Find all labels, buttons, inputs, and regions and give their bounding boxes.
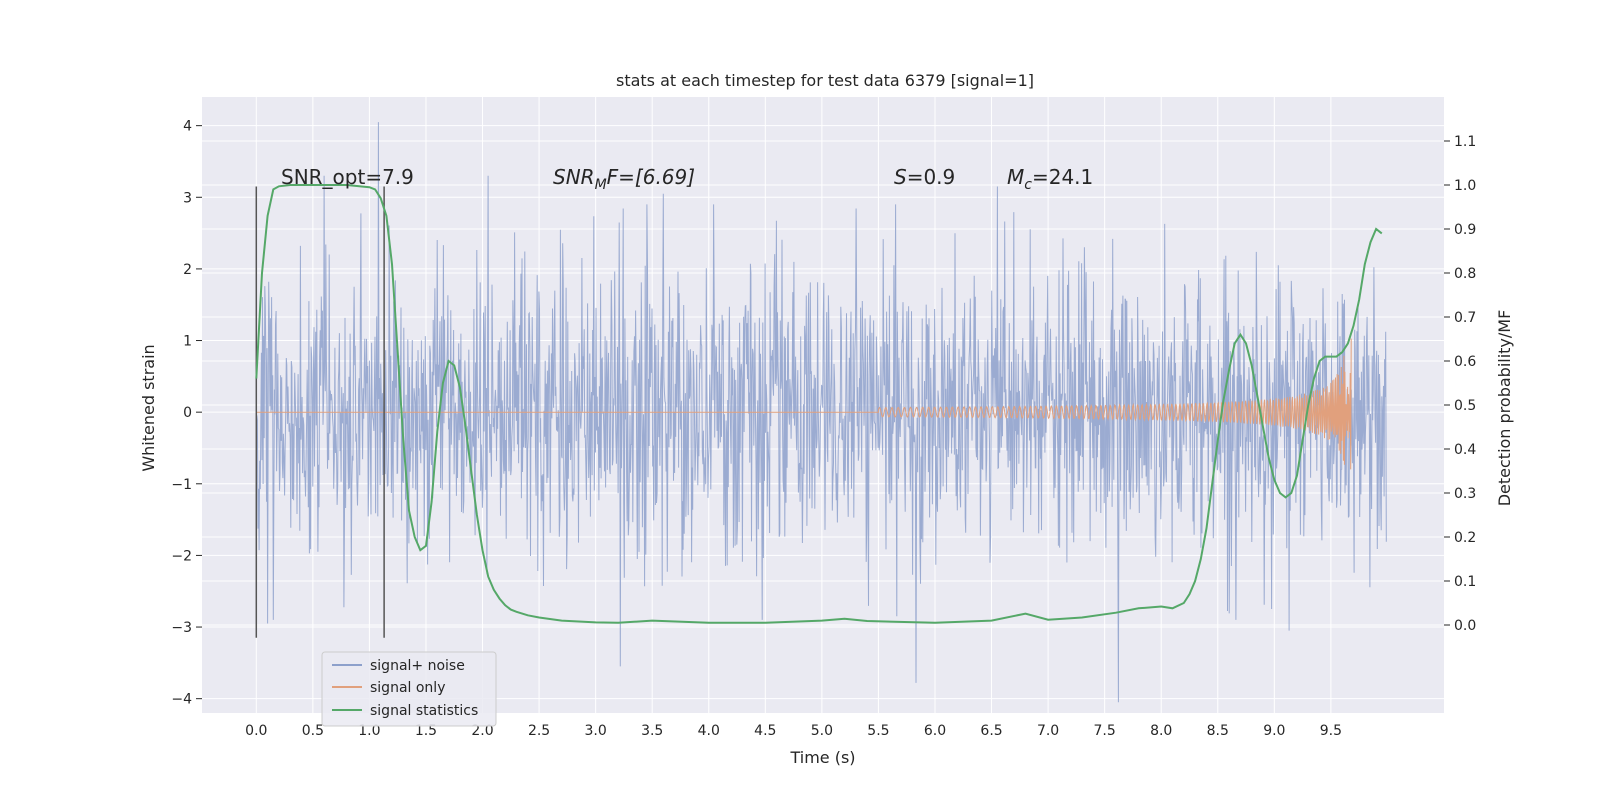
y-right-tick-label: 0.3 bbox=[1454, 486, 1476, 502]
x-tick-label: 3.5 bbox=[641, 723, 663, 739]
annotation-s-main: S bbox=[894, 165, 907, 189]
x-tick-label: 8.5 bbox=[1207, 723, 1229, 739]
legend-label-signal-noise: signal+ noise bbox=[370, 658, 465, 674]
line-signal-only bbox=[256, 338, 1352, 470]
y-right-tick-label: 0.5 bbox=[1454, 398, 1476, 414]
x-tick-label: 5.5 bbox=[867, 723, 889, 739]
annotation-mc-sub: c bbox=[1024, 177, 1032, 193]
y-tick-label: 1 bbox=[183, 334, 192, 350]
y-tick-label: −1 bbox=[171, 477, 192, 493]
x-tick-label: 2.0 bbox=[471, 723, 493, 739]
x-tick-label: 6.0 bbox=[924, 723, 946, 739]
annotation-mc-main: M bbox=[1007, 165, 1024, 189]
x-axis-label: Time (s) bbox=[789, 748, 855, 767]
y-right-tick-label: 1.0 bbox=[1454, 178, 1476, 194]
line-signal-statistics bbox=[255, 184, 1383, 624]
x-tick-label: 1.0 bbox=[358, 723, 380, 739]
y-tick-label: −4 bbox=[171, 692, 192, 708]
x-tick-label: 4.0 bbox=[698, 723, 720, 739]
y-tick-label: 2 bbox=[183, 262, 192, 278]
annotation-mc-rest: =24.1 bbox=[1032, 165, 1093, 189]
x-tick-label: 8.0 bbox=[1150, 723, 1172, 739]
x-tick-label: 7.0 bbox=[1037, 723, 1059, 739]
y-right-tick-label: 0.2 bbox=[1454, 530, 1476, 546]
vertical-markers bbox=[255, 186, 385, 638]
annotation-snr-mf: SNRMF=[6.69] bbox=[553, 165, 695, 193]
y-tick-label: 4 bbox=[183, 119, 192, 135]
x-tick-label: 3.0 bbox=[585, 723, 607, 739]
y-right-tick-label: 0.7 bbox=[1454, 310, 1476, 326]
x-tick-label: 2.5 bbox=[528, 723, 550, 739]
series-signal-statistics bbox=[255, 184, 1383, 624]
annotation-snr-mf-main: SNR bbox=[553, 165, 595, 189]
annotation-snr-mf-sub: M bbox=[595, 177, 607, 193]
annotation-snr-mf-rest: F=[6.69] bbox=[607, 165, 695, 189]
y-right-tick-label: 0.0 bbox=[1454, 618, 1476, 634]
y-tick-label: −3 bbox=[171, 620, 192, 636]
y-axis-label: Whitened strain bbox=[139, 344, 158, 471]
x-tick-label: 9.5 bbox=[1320, 723, 1342, 739]
y-right-tick-label: 0.6 bbox=[1454, 354, 1476, 370]
x-tick-label: 5.0 bbox=[811, 723, 833, 739]
legend-box bbox=[321, 651, 497, 727]
tick-labels: 0.0 0.5 1.0 1.5 2.0 2.5 3.0 3.5 4.0 4.5 5.0 5.5 6.0 6… bbox=[171, 119, 1476, 739]
x-tick-label: 0.0 bbox=[245, 723, 267, 739]
y-tick-label: −2 bbox=[171, 548, 192, 564]
annotation-snr-opt: SNR_opt=7.9 bbox=[281, 165, 414, 189]
y-tick-label: 0 bbox=[183, 405, 192, 421]
y-right-axis-label: Detection probability/MF bbox=[1495, 310, 1514, 507]
chart-title: stats at each timestep for test data 637… bbox=[616, 71, 1034, 90]
y-right-tick-label: 0.8 bbox=[1454, 266, 1476, 282]
annotation-s: S=0.9 bbox=[894, 165, 955, 189]
annotation-s-rest: =0.9 bbox=[907, 165, 956, 189]
y-right-tick-label: 0.4 bbox=[1454, 442, 1476, 458]
y-right-tick-label: 1.1 bbox=[1454, 134, 1476, 150]
x-tick-label: 4.5 bbox=[754, 723, 776, 739]
x-tick-label: 0.5 bbox=[302, 723, 324, 739]
annotation-mc: Mc=24.1 bbox=[1007, 165, 1093, 193]
x-tick-label: 7.5 bbox=[1094, 723, 1116, 739]
series-signal-noise bbox=[255, 122, 1387, 703]
legend-label-signal-statistics: signal statistics bbox=[370, 703, 478, 719]
y-right-tick-label: 0.9 bbox=[1454, 222, 1476, 238]
series-signal-only bbox=[256, 338, 1352, 470]
x-tick-label: 6.5 bbox=[980, 723, 1002, 739]
y-right-tick-label: 0.1 bbox=[1454, 574, 1476, 590]
y-tick-label: 3 bbox=[183, 190, 192, 206]
x-tick-label: 1.5 bbox=[415, 723, 437, 739]
line-signal-noise bbox=[255, 122, 1387, 703]
legend-label-signal-only: signal only bbox=[370, 680, 445, 696]
x-tick-label: 9.0 bbox=[1263, 723, 1285, 739]
legend: signal+ noise signal only signal statist… bbox=[321, 651, 497, 727]
